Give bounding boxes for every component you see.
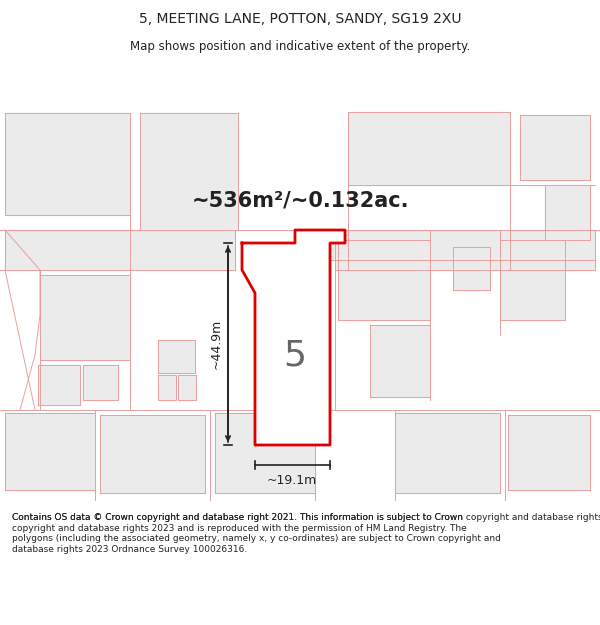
Text: Contains OS data © Crown copyright and database right 2021. This information is : Contains OS data © Crown copyright and d… [12, 514, 600, 522]
Polygon shape [508, 415, 590, 490]
Polygon shape [338, 240, 430, 320]
Polygon shape [453, 247, 490, 290]
Polygon shape [40, 275, 130, 360]
Polygon shape [242, 230, 345, 445]
Text: ~44.9m: ~44.9m [209, 319, 223, 369]
Polygon shape [520, 115, 590, 180]
Polygon shape [335, 230, 595, 270]
Polygon shape [83, 365, 118, 400]
Polygon shape [5, 413, 95, 490]
Polygon shape [178, 375, 196, 400]
Polygon shape [370, 325, 430, 397]
Polygon shape [5, 113, 130, 215]
Polygon shape [215, 413, 315, 493]
Polygon shape [545, 185, 590, 240]
Text: 5, MEETING LANE, POTTON, SANDY, SG19 2XU: 5, MEETING LANE, POTTON, SANDY, SG19 2XU [139, 12, 461, 26]
Polygon shape [100, 415, 205, 493]
Polygon shape [348, 112, 510, 185]
Polygon shape [38, 365, 80, 405]
Polygon shape [5, 230, 235, 270]
Text: Contains OS data © Crown copyright and database right 2021. This information is : Contains OS data © Crown copyright and d… [12, 514, 501, 554]
Text: 5: 5 [284, 338, 307, 372]
Text: Map shows position and indicative extent of the property.: Map shows position and indicative extent… [130, 39, 470, 52]
Polygon shape [158, 340, 195, 373]
Polygon shape [395, 413, 500, 493]
Polygon shape [500, 240, 565, 320]
Text: ~19.1m: ~19.1m [267, 474, 317, 486]
Polygon shape [295, 235, 348, 260]
Text: ~536m²/~0.132ac.: ~536m²/~0.132ac. [191, 190, 409, 210]
Polygon shape [140, 113, 238, 230]
Polygon shape [158, 375, 176, 400]
